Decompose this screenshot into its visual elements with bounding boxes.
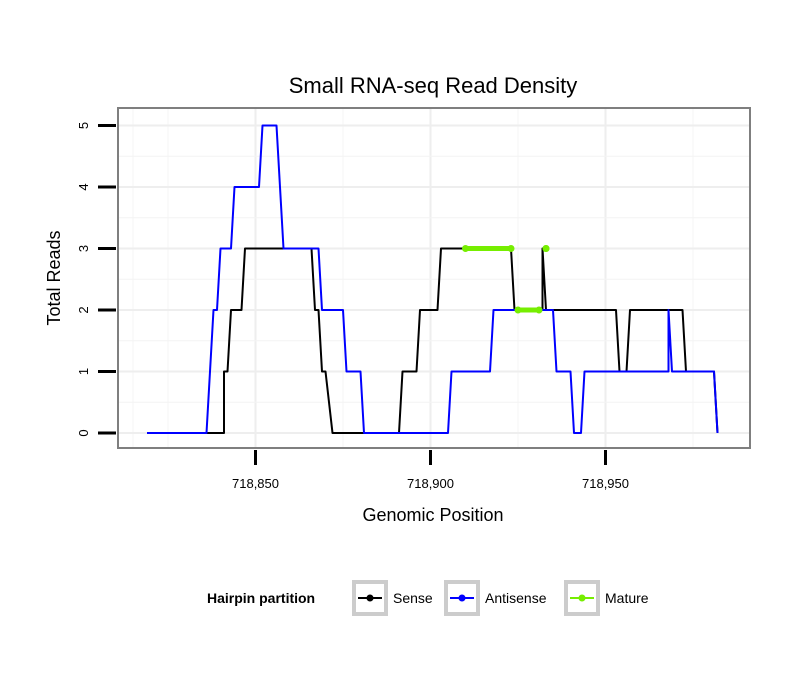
mature-point [462,245,469,252]
mature-point [514,306,522,314]
chart-title: Small RNA-seq Read Density [289,73,578,98]
legend-key-point [458,594,466,602]
x-tick-label: 718,850 [232,476,279,491]
legend-label-mature: Mature [605,590,649,606]
mature-point [542,245,550,252]
y-tick-label: 5 [76,122,91,129]
legend-label-antisense: Antisense [485,590,547,606]
y-axis-title: Total Reads [44,230,64,325]
antisense-line [147,124,719,434]
mature-point [535,306,543,314]
legend-label-sense: Sense [393,590,433,606]
plot-panel-border [117,107,751,449]
mature-point [507,245,515,252]
y-tick-label: 3 [76,245,91,252]
y-axis: 0 1 2 3 4 5 [76,122,116,437]
x-tick-label: 718,900 [407,476,454,491]
y-tick-label: 1 [76,368,91,375]
y-tick-label: 4 [76,183,91,190]
x-tick-label: 718,950 [582,476,629,491]
legend-entries: Sense Antisense Mature [352,580,649,616]
x-axis-title: Genomic Position [362,505,503,525]
legend-key-point [578,594,586,602]
y-tick-label: 0 [76,429,91,436]
legend: Hairpin partition Sense Antisense Mature [207,580,649,616]
legend-title: Hairpin partition [207,590,315,606]
y-tick-label: 2 [76,306,91,313]
legend-key-point [366,594,374,602]
series-layer [147,124,719,434]
plot-background [118,108,750,448]
sense-line [147,247,719,434]
x-axis: 718,850 718,900 718,950 [232,450,629,491]
